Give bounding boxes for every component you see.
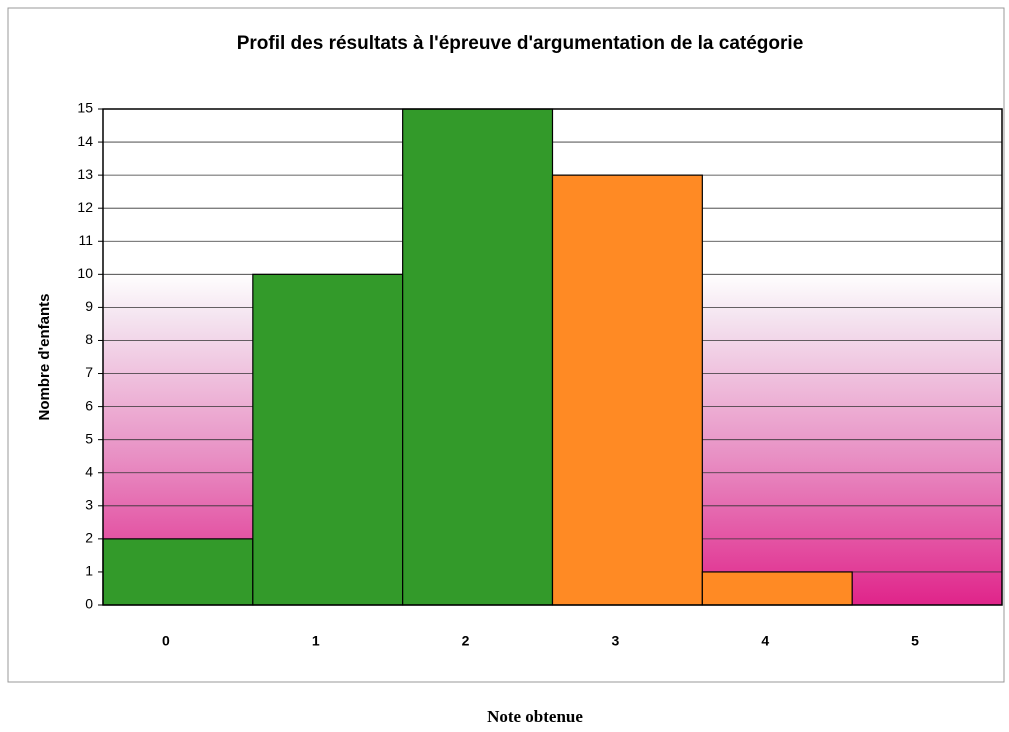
bar	[402, 108, 554, 606]
y-tick-label: 13	[77, 166, 93, 182]
y-tick-label: 3	[85, 497, 93, 513]
x-tick-label: 5	[911, 633, 919, 649]
bar	[551, 174, 703, 606]
y-tick-label: 1	[85, 563, 93, 579]
x-tick-label: 3	[612, 633, 620, 649]
x-tick-label: 1	[312, 633, 320, 649]
y-tick-label: 12	[77, 199, 93, 215]
y-tick-label: 6	[85, 397, 93, 413]
y-tick-label: 9	[85, 298, 93, 314]
chart-title: Profil des résultats à l'épreuve d'argum…	[237, 33, 804, 54]
y-tick-label: 10	[77, 265, 93, 281]
y-tick-label: 0	[85, 596, 93, 612]
y-tick-label: 5	[85, 430, 93, 446]
y-tick-label: 4	[85, 463, 93, 479]
y-tick-label: 8	[85, 331, 93, 347]
x-tick-label: 2	[462, 633, 470, 649]
y-axis-label: Nombre d'enfants	[36, 294, 53, 421]
y-tick-label: 7	[85, 364, 93, 380]
plot-border	[102, 108, 1003, 606]
y-tick-label: 11	[78, 232, 93, 248]
bar	[102, 538, 254, 606]
y-tick-label: 15	[77, 100, 93, 116]
y-tick-label: 2	[85, 530, 93, 546]
bar	[701, 571, 853, 606]
bar	[252, 273, 404, 606]
y-tick-label: 14	[77, 133, 93, 149]
x-tick-label: 0	[162, 633, 170, 649]
x-axis-label: Note obtenue	[487, 707, 583, 726]
x-tick-label: 4	[761, 633, 769, 649]
